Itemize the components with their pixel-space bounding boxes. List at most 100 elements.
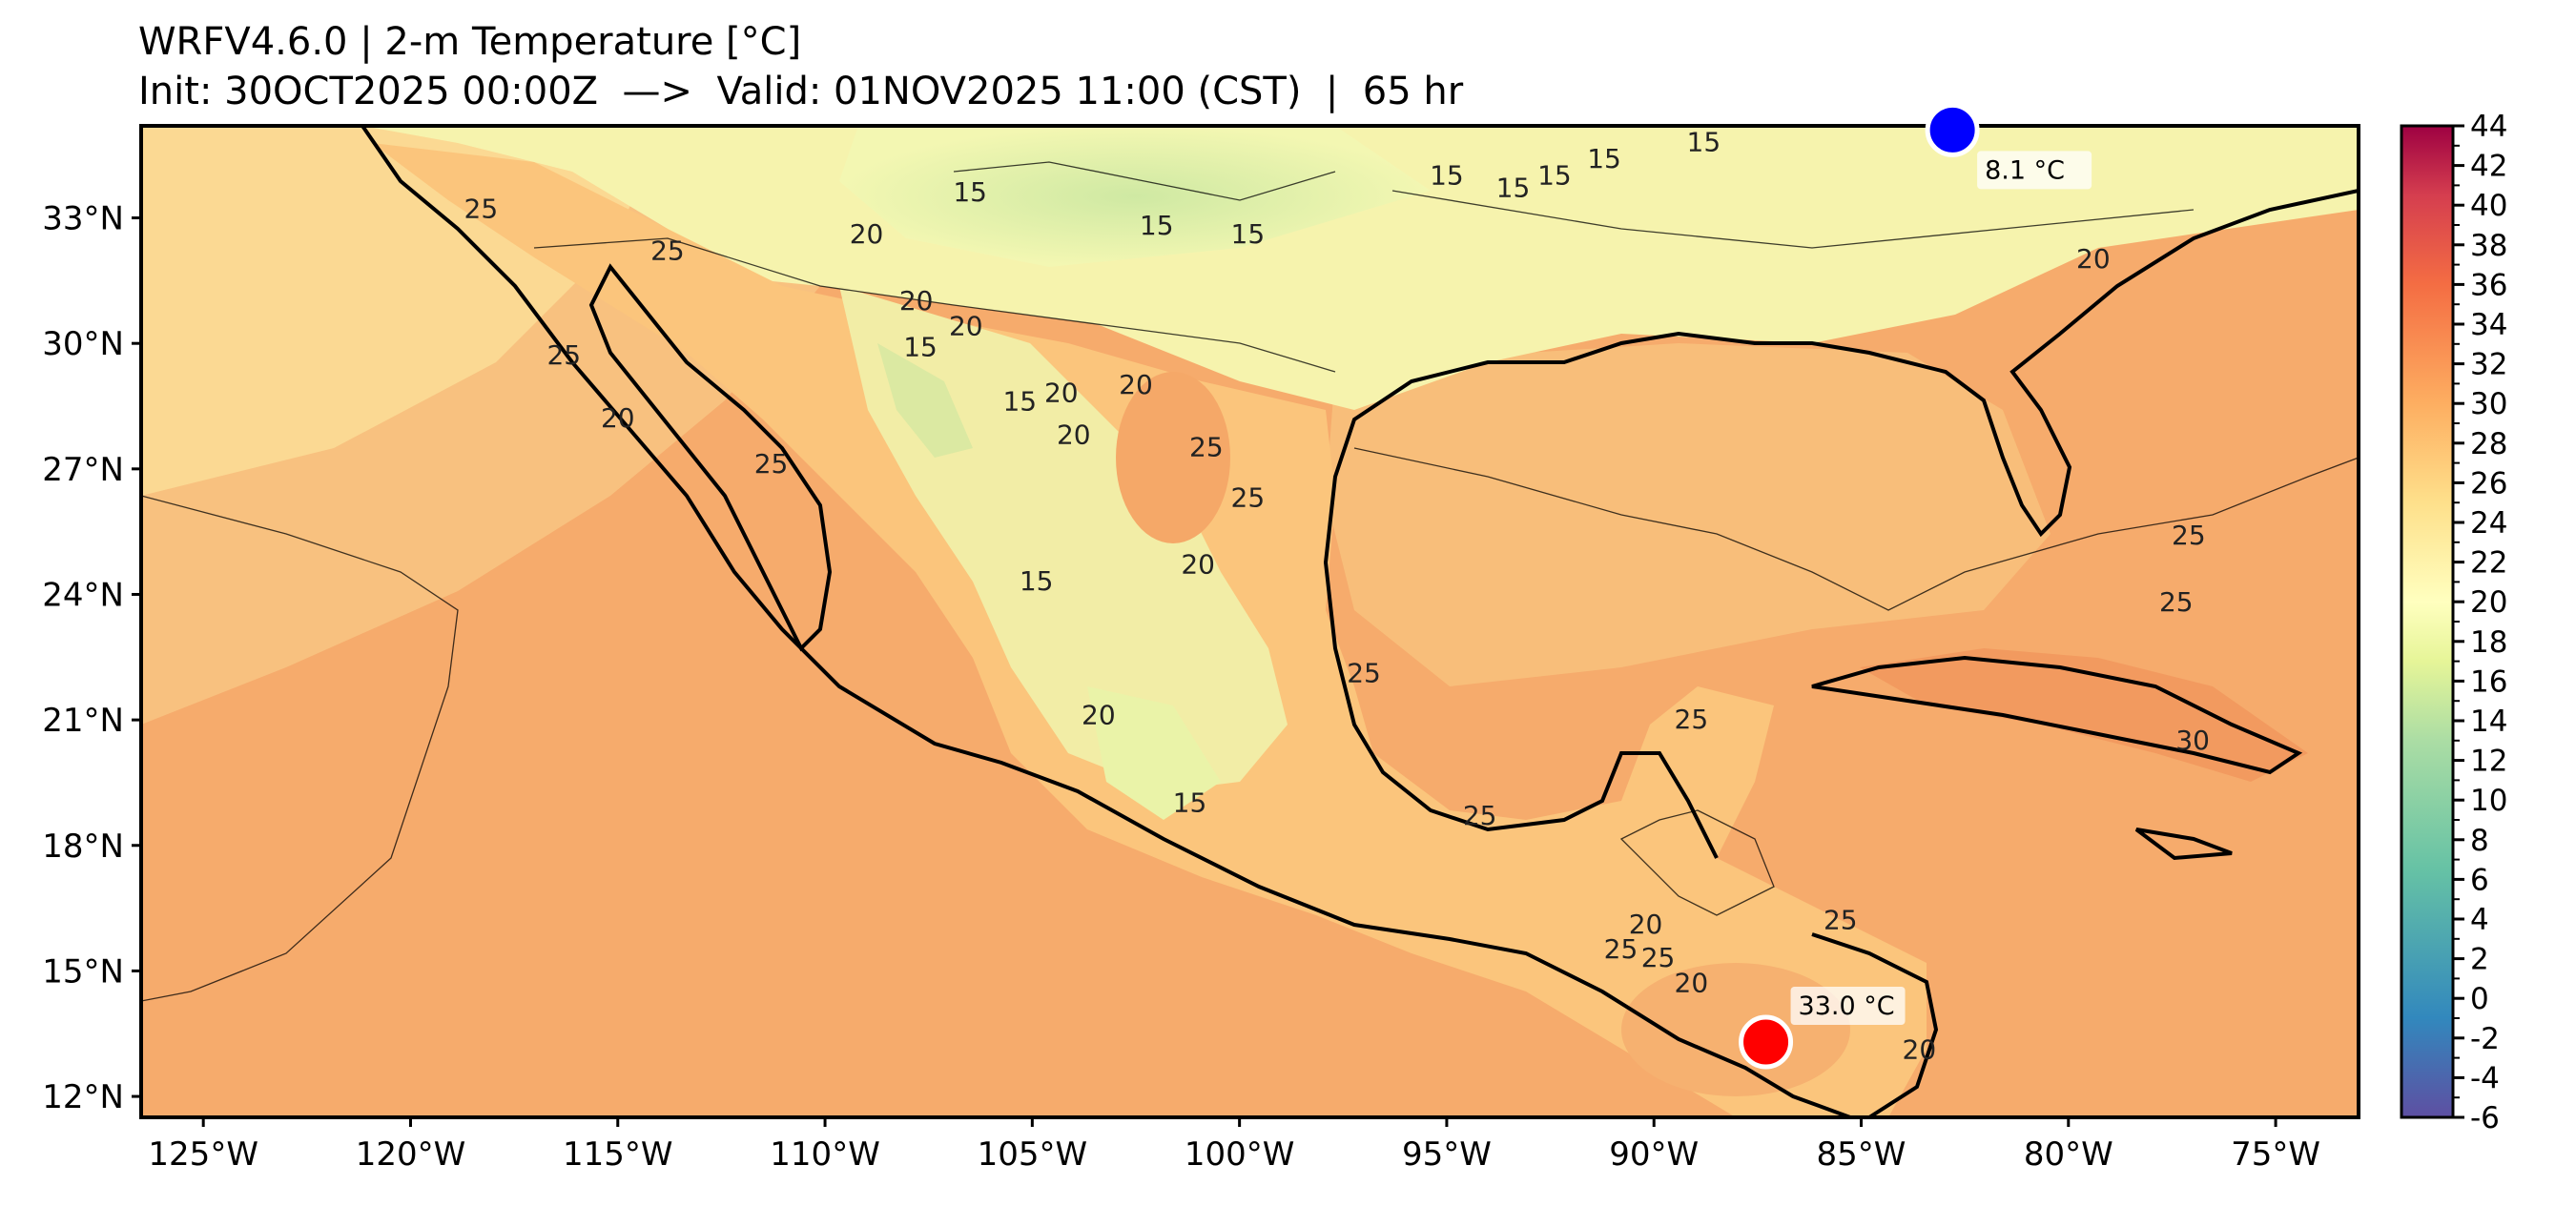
colorbar-tick-label: 14 bbox=[2470, 705, 2507, 739]
colorbar-tick-label: 38 bbox=[2470, 229, 2507, 263]
contour-label: 25 bbox=[1463, 800, 1497, 831]
colorbar-tick-label: 44 bbox=[2470, 110, 2507, 144]
lat-tick-label: 18°N bbox=[42, 828, 124, 866]
lon-tick-label: 105°W bbox=[978, 1135, 1088, 1174]
cool-plateau-field bbox=[839, 126, 1431, 267]
colorbar-tick-label: 42 bbox=[2470, 150, 2507, 184]
contour-label: 15 bbox=[953, 176, 987, 208]
colorbar-tick-label: 20 bbox=[2470, 585, 2507, 620]
colorbar-tick-label: -2 bbox=[2470, 1022, 2500, 1056]
lon-tick-label: 115°W bbox=[563, 1135, 673, 1174]
cool-patch bbox=[1087, 686, 1221, 820]
colorbar-tick-label: 10 bbox=[2470, 784, 2507, 818]
contour-label: 15 bbox=[1687, 126, 1721, 157]
map-field bbox=[141, 126, 2359, 1117]
contour-label: 15 bbox=[1002, 385, 1037, 417]
contour-label: 25 bbox=[2159, 586, 2194, 618]
contour-label: 15 bbox=[1231, 218, 1266, 250]
lon-tick-label: 110°W bbox=[770, 1135, 880, 1174]
colorbar-tick-label: 22 bbox=[2470, 546, 2507, 581]
colorbar-tick-label: 30 bbox=[2470, 387, 2507, 421]
colorbar-tick-label: 40 bbox=[2470, 189, 2507, 223]
colorbar-tick-label: 26 bbox=[2470, 466, 2507, 501]
contour-label: 15 bbox=[1496, 173, 1531, 204]
colorbar-tick-label: -4 bbox=[2470, 1061, 2500, 1095]
contour-label: 20 bbox=[1903, 1034, 1937, 1066]
cool-patch bbox=[877, 343, 973, 458]
colorbar-ticks: -6-4-20246810121416182022242628303234363… bbox=[2453, 110, 2507, 1135]
map-frame bbox=[139, 124, 2360, 1119]
lon-tick-label: 80°W bbox=[2024, 1135, 2113, 1174]
contour-label: 25 bbox=[1189, 432, 1224, 463]
colorbar-tick-label: 4 bbox=[2470, 903, 2489, 937]
lon-tick-label: 85°W bbox=[1817, 1135, 1906, 1174]
colorbar-tick-label: 0 bbox=[2470, 982, 2489, 1016]
axis-ticks: 125°W 120°W 115°W 110°W 105°W 100°W 95°W 90°W 85… bbox=[42, 200, 2320, 1174]
contour-label: 25 bbox=[464, 194, 499, 225]
contour-label: 25 bbox=[1641, 942, 1676, 973]
colorbar-tick-label: -6 bbox=[2470, 1101, 2500, 1135]
colorbar-tick-label: 34 bbox=[2470, 308, 2507, 342]
colorbar-tick-label: 32 bbox=[2470, 348, 2507, 382]
colorbar-tick-label: 16 bbox=[2470, 664, 2507, 699]
contour-label: 20 bbox=[1082, 700, 1116, 731]
lon-tick-label: 95°W bbox=[1402, 1135, 1492, 1174]
contour-label: 20 bbox=[850, 218, 884, 250]
contour-label: 20 bbox=[2076, 243, 2111, 275]
contour-label: 15 bbox=[1587, 143, 1621, 174]
colorbar-tick-label: 6 bbox=[2470, 863, 2489, 897]
cuba-field bbox=[1860, 648, 2308, 782]
contour-label: 20 bbox=[601, 402, 635, 434]
lon-tick-label: 125°W bbox=[148, 1135, 258, 1174]
contour-label: 15 bbox=[1537, 159, 1572, 191]
contour-label: 15 bbox=[903, 331, 938, 362]
colorbar-tick-label: 18 bbox=[2470, 625, 2507, 660]
lon-tick-label: 100°W bbox=[1185, 1135, 1295, 1174]
contour-label: 25 bbox=[546, 339, 581, 371]
colorbar-tick-label: 28 bbox=[2470, 427, 2507, 461]
contour-label: 25 bbox=[1824, 905, 1858, 936]
map-title: WRFV4.6.0 | 2-m Temperature [°C] bbox=[138, 20, 802, 64]
colorbar-tick-label: 8 bbox=[2470, 824, 2489, 858]
coastlines bbox=[361, 126, 2359, 1117]
lon-tick-label: 75°W bbox=[2231, 1135, 2320, 1174]
warm-patch bbox=[1621, 963, 1850, 1096]
contour-label: 20 bbox=[949, 310, 983, 341]
contour-label: 15 bbox=[1173, 787, 1207, 819]
marker-label-box bbox=[1790, 987, 1906, 1026]
lat-tick-label: 21°N bbox=[42, 702, 124, 740]
contour-label: 30 bbox=[2175, 725, 2210, 756]
contour-label: 20 bbox=[1057, 419, 1091, 451]
lon-tick-label: 120°W bbox=[356, 1135, 466, 1174]
contour-label: 20 bbox=[1119, 369, 1153, 400]
contour-label: 15 bbox=[1140, 210, 1174, 241]
contour-label: 20 bbox=[1629, 909, 1663, 940]
contour-label: 25 bbox=[1675, 704, 1709, 735]
contour-label: 25 bbox=[2172, 520, 2206, 551]
colorbar-tick-label: 36 bbox=[2470, 268, 2507, 302]
colorbar-tick-label: 2 bbox=[2470, 943, 2489, 977]
marker-label-box bbox=[1977, 151, 2092, 190]
warm-patch bbox=[1116, 372, 1230, 543]
colorbar-tick-label: 24 bbox=[2470, 506, 2507, 541]
lat-tick-label: 27°N bbox=[42, 451, 124, 489]
lat-tick-label: 15°N bbox=[42, 952, 124, 991]
colorbar-tick-label: 12 bbox=[2470, 745, 2507, 779]
contour-label: 25 bbox=[754, 448, 789, 480]
contour-label: 25 bbox=[1231, 481, 1266, 513]
min-temp-label: 8.1 °C bbox=[1985, 155, 2065, 185]
extreme-markers: 33.0 °C 8.1 °C bbox=[1739, 102, 2092, 1070]
map-subtitle: Init: 30OCT2025 00:00Z —> Valid: 01NOV20… bbox=[138, 70, 1464, 113]
contour-label: 20 bbox=[1181, 549, 1215, 581]
contour-label: 25 bbox=[650, 235, 685, 266]
lon-tick-label: 90°W bbox=[1609, 1135, 1699, 1174]
contour-label: 20 bbox=[899, 285, 934, 317]
contour-lines bbox=[141, 161, 2359, 1002]
lat-tick-label: 33°N bbox=[42, 200, 124, 238]
contour-label: 25 bbox=[1604, 933, 1638, 965]
contour-label: 15 bbox=[1020, 565, 1054, 597]
contour-label: 20 bbox=[1044, 378, 1079, 409]
lat-tick-label: 12°N bbox=[42, 1078, 124, 1116]
